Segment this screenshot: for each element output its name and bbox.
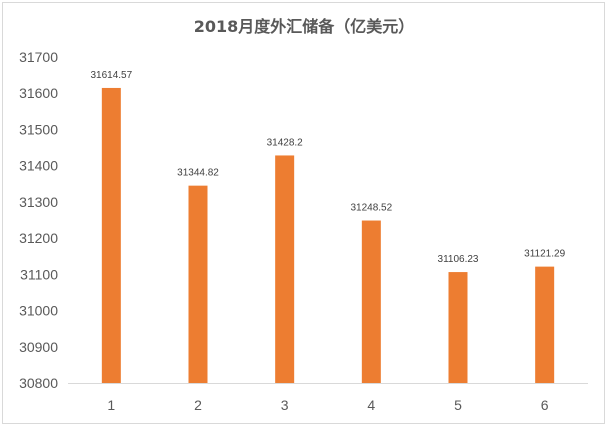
y-tick-label: 31300 — [19, 194, 58, 210]
y-tick-label: 31600 — [19, 85, 58, 101]
bar — [188, 185, 208, 383]
bar — [361, 220, 381, 383]
data-label: 31428.2 — [267, 137, 304, 148]
bar — [448, 272, 468, 383]
data-label: 31614.57 — [90, 70, 132, 81]
data-labels: 31614.57 31344.82 31428.2 31248.52 31106.23 3… — [90, 70, 565, 265]
bar — [275, 155, 295, 383]
data-label: 31121.29 — [524, 249, 565, 260]
x-axis-ticks: 1 2 3 4 5 6 — [107, 397, 548, 413]
y-tick-label: 31000 — [19, 303, 58, 319]
y-axis-ticks: 30800 30900 31000 31100 31200 31300 31400 31500… — [19, 49, 58, 391]
y-tick-label: 31500 — [19, 121, 58, 137]
y-tick-label: 30900 — [19, 339, 58, 355]
x-tick-label: 5 — [454, 397, 462, 413]
y-tick-label: 31100 — [20, 266, 58, 282]
bar — [535, 266, 555, 383]
y-tick-label: 31200 — [19, 230, 58, 246]
data-label: 31248.52 — [350, 203, 392, 214]
x-tick-label: 3 — [281, 397, 289, 413]
x-tick-label: 4 — [367, 397, 375, 413]
x-tick-label: 1 — [107, 397, 115, 413]
y-tick-label: 30800 — [19, 375, 58, 391]
x-tick-label: 2 — [194, 397, 202, 413]
y-tick-label: 31400 — [19, 158, 58, 174]
data-label: 31344.82 — [177, 168, 219, 179]
bar-series — [101, 87, 555, 383]
bar — [101, 87, 121, 383]
chart-title: 2018月度外汇储备（亿美元） — [194, 17, 415, 36]
y-tick-label: 31700 — [19, 49, 58, 65]
x-tick-label: 6 — [541, 397, 549, 413]
data-label: 31106.23 — [438, 254, 479, 265]
